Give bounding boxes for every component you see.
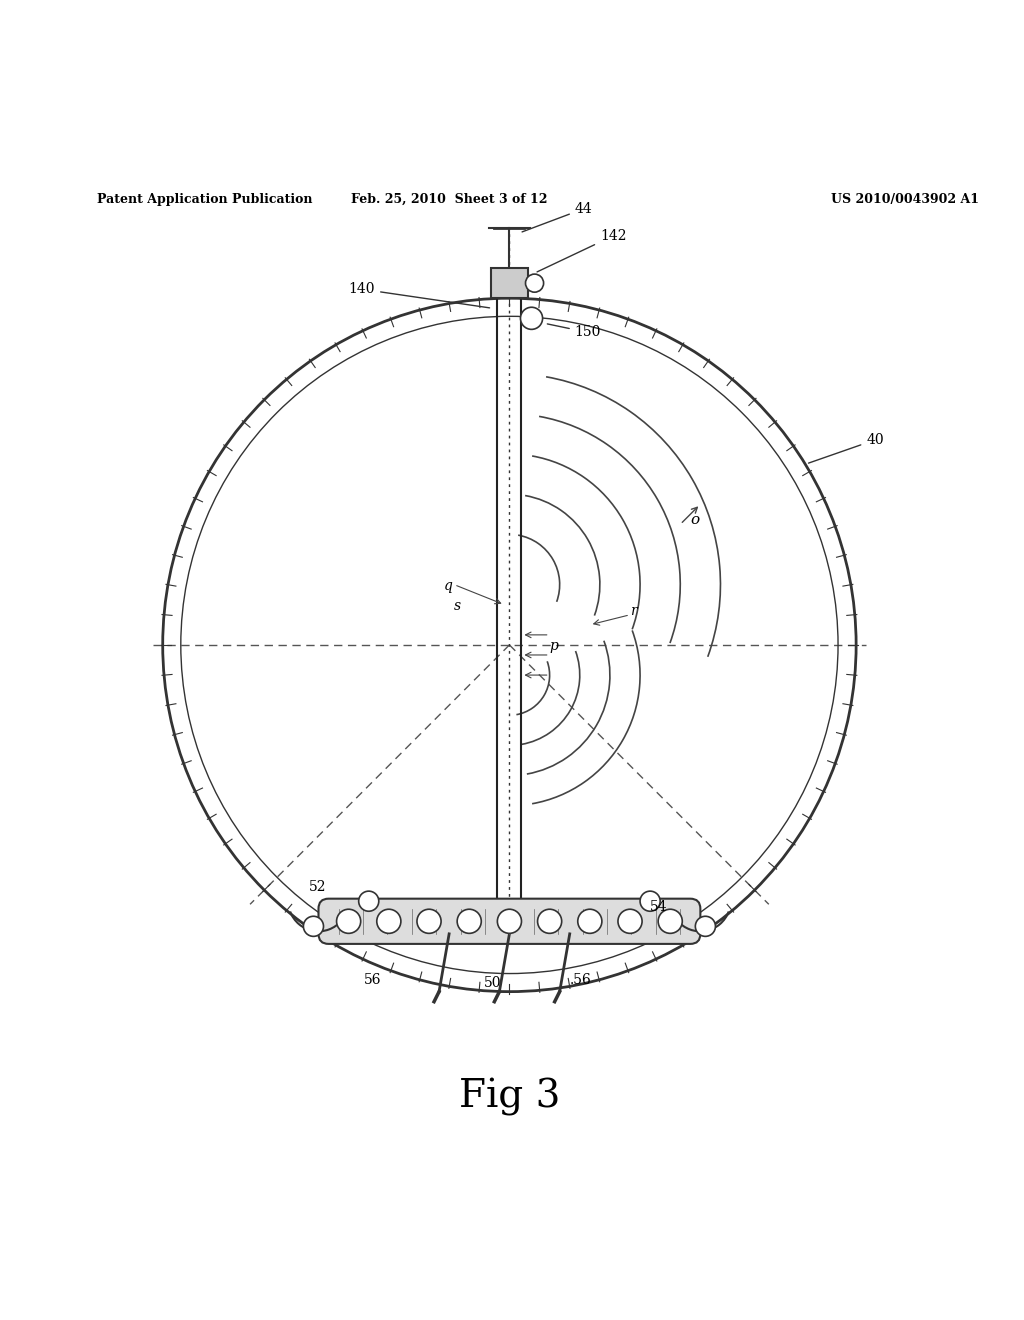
Circle shape — [520, 308, 543, 330]
Text: 54: 54 — [650, 900, 668, 915]
Circle shape — [640, 891, 660, 911]
Text: 50: 50 — [484, 975, 502, 990]
Text: .56: .56 — [569, 973, 592, 986]
Text: US 2010/0043902 A1: US 2010/0043902 A1 — [831, 193, 979, 206]
Circle shape — [658, 909, 682, 933]
Circle shape — [578, 909, 602, 933]
Circle shape — [417, 909, 441, 933]
Text: 44: 44 — [522, 202, 593, 232]
Text: p: p — [550, 639, 558, 653]
Text: 140: 140 — [348, 282, 489, 308]
Circle shape — [538, 909, 562, 933]
Circle shape — [695, 916, 716, 936]
Text: s: s — [455, 599, 461, 612]
FancyBboxPatch shape — [318, 899, 700, 944]
Text: Feb. 25, 2010  Sheet 3 of 12: Feb. 25, 2010 Sheet 3 of 12 — [351, 193, 548, 206]
Circle shape — [303, 916, 324, 936]
Text: 142: 142 — [537, 228, 627, 272]
Text: 150: 150 — [547, 323, 601, 339]
Circle shape — [358, 891, 379, 911]
Circle shape — [457, 909, 481, 933]
Text: q: q — [444, 578, 453, 593]
Text: 52: 52 — [308, 880, 326, 894]
Bar — [492, 268, 527, 298]
Circle shape — [498, 909, 521, 933]
Circle shape — [525, 275, 544, 292]
Circle shape — [377, 909, 400, 933]
Text: r: r — [630, 603, 637, 618]
Circle shape — [337, 909, 360, 933]
Text: Patent Application Publication: Patent Application Publication — [97, 193, 313, 206]
Text: 40: 40 — [809, 433, 884, 463]
Text: Fig 3: Fig 3 — [459, 1078, 560, 1117]
Text: o: o — [690, 513, 699, 527]
Circle shape — [617, 909, 642, 933]
Text: 56: 56 — [364, 973, 381, 986]
